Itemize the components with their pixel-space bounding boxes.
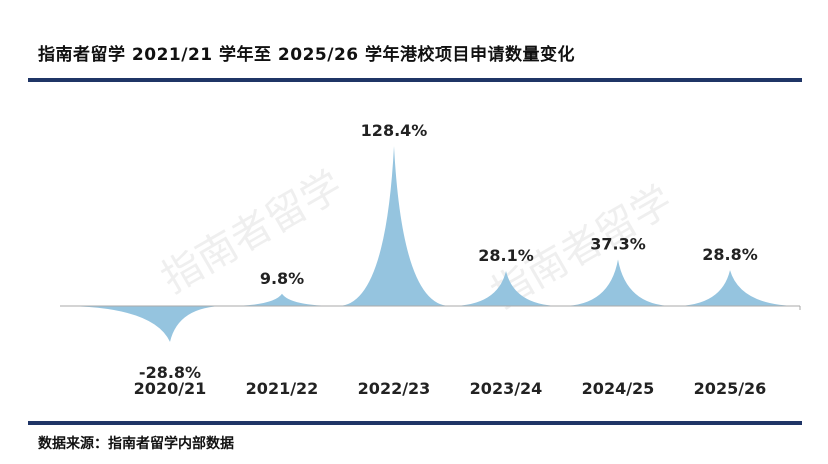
- data-label: 28.8%: [702, 245, 758, 264]
- data-source-note: 数据来源：指南者留学内部数据: [38, 436, 234, 452]
- x-tick-label: 2025/26: [694, 379, 767, 398]
- chart-title: 指南者留学 2021/21 学年至 2025/26 学年港校项目申请数量变化: [38, 45, 576, 65]
- x-tick-label: 2020/21: [134, 379, 207, 398]
- area-series: [60, 146, 800, 342]
- x-tick-label: 2021/22: [246, 379, 319, 398]
- footer-divider: [28, 421, 802, 425]
- x-tick-label: 2024/25: [582, 379, 655, 398]
- x-tick-label: 2023/24: [470, 379, 543, 398]
- data-label: 9.8%: [260, 269, 304, 288]
- data-label: 28.1%: [478, 246, 534, 265]
- data-label: -28.8%: [139, 363, 201, 382]
- data-label: 128.4%: [361, 121, 428, 140]
- title-divider: [28, 78, 802, 82]
- x-tick-label: 2022/23: [358, 379, 431, 398]
- data-label: 37.3%: [590, 235, 646, 254]
